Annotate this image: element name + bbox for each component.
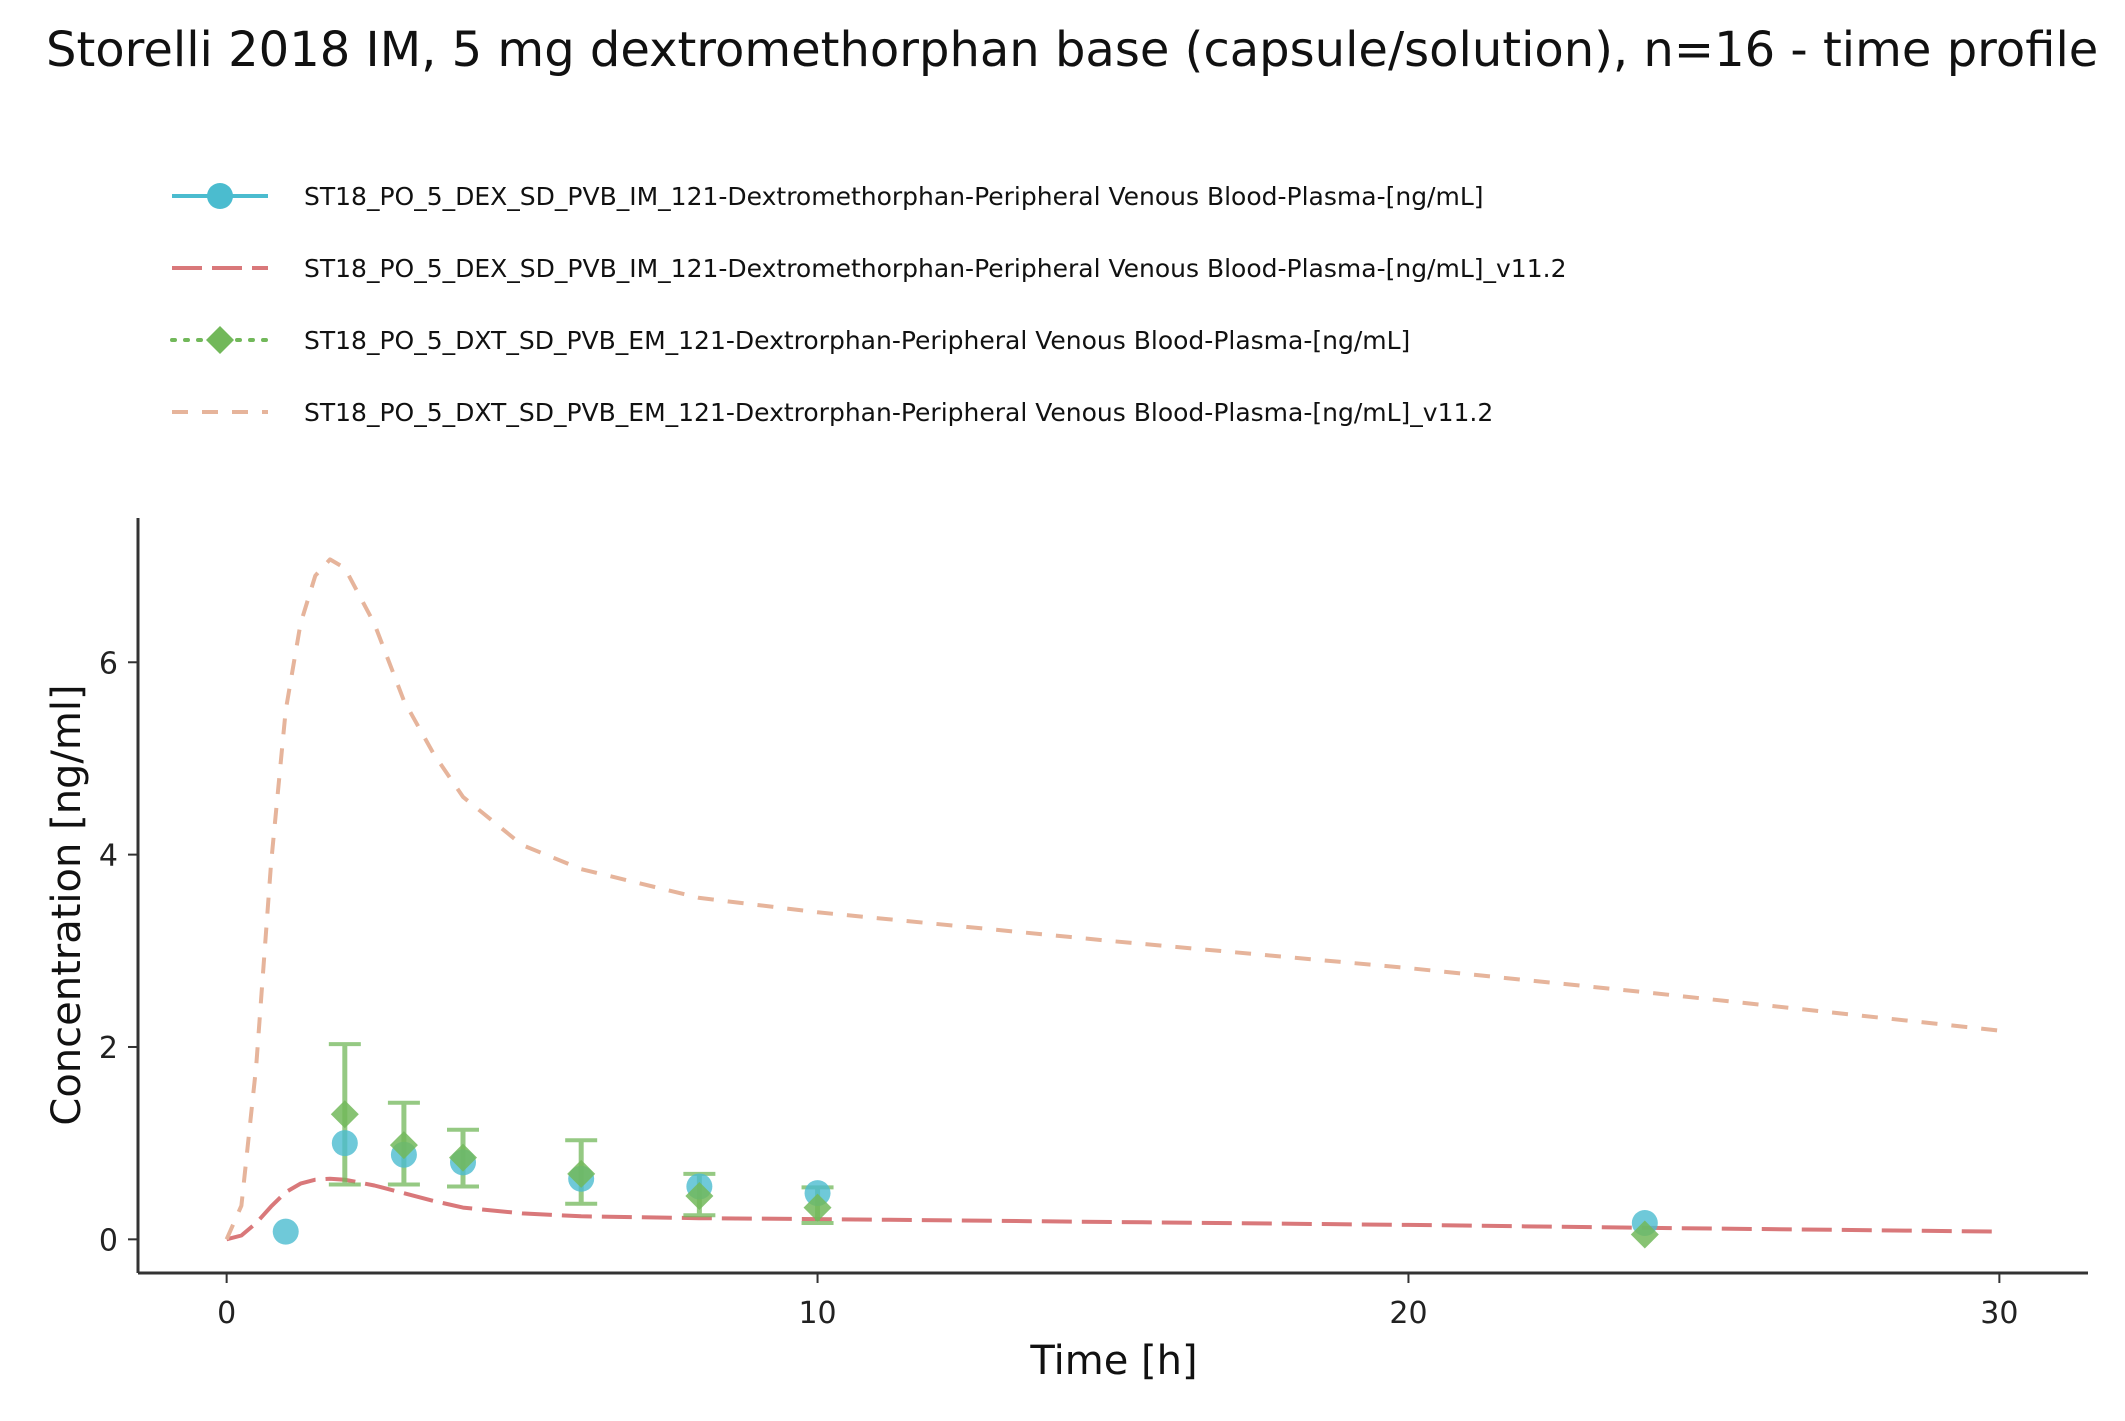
data-point-diamond [389, 1131, 418, 1160]
y-axis-label: Concentration [ng/ml] [44, 684, 90, 1125]
legend-marker-diamond [206, 326, 234, 354]
y-tick-label: 6 [99, 646, 118, 681]
legend-label: ST18_PO_5_DEX_SD_PVB_IM_121-Dextromethor… [304, 182, 1484, 211]
legend-item: ST18_PO_5_DXT_SD_PVB_EM_121-Dextrorphan-… [170, 326, 1410, 355]
data-point-diamond [330, 1100, 359, 1129]
x-tick-label: 30 [1980, 1296, 2018, 1331]
simulated-line-1 [226, 1176, 2000, 1242]
data-point-diamond [685, 1182, 714, 1211]
data-point-diamond [803, 1193, 832, 1222]
x-axis-label: Time [h] [1029, 1338, 1197, 1384]
y-tick-label: 2 [99, 1031, 118, 1066]
x-tick-label: 10 [798, 1296, 836, 1331]
legend-label: ST18_PO_5_DXT_SD_PVB_EM_121-Dextrorphan-… [304, 398, 1493, 427]
y-tick-label: 4 [99, 839, 118, 874]
legend-item: ST18_PO_5_DEX_SD_PVB_IM_121-Dextromethor… [172, 182, 1484, 211]
chart-title: Storelli 2018 IM, 5 mg dextromethorphan … [46, 22, 2098, 78]
legend-item: ST18_PO_5_DEX_SD_PVB_IM_121-Dextromethor… [172, 254, 1566, 283]
legend: ST18_PO_5_DEX_SD_PVB_IM_121-Dextromethor… [170, 182, 1566, 427]
y-tick-label: 0 [99, 1223, 118, 1258]
data-point-diamond [1630, 1220, 1659, 1249]
legend-label: ST18_PO_5_DXT_SD_PVB_EM_121-Dextrorphan-… [304, 326, 1410, 355]
legend-label: ST18_PO_5_DEX_SD_PVB_IM_121-Dextromethor… [304, 254, 1566, 283]
x-tick-label: 20 [1389, 1296, 1427, 1331]
data-point-circle [331, 1130, 358, 1157]
plot-area [224, 557, 2000, 1249]
data-point-circle [272, 1218, 299, 1245]
data-point-diamond [567, 1159, 596, 1188]
data-point-diamond [449, 1143, 477, 1172]
data-point-circle [804, 1180, 831, 1207]
x-tick-label: 0 [217, 1296, 236, 1331]
simulated-line-2 [224, 557, 2000, 1241]
legend-marker-circle [207, 183, 233, 209]
legend-item: ST18_PO_5_DXT_SD_PVB_EM_121-Dextrorphan-… [172, 398, 1493, 427]
axes: 0 10 20 30 0 2 4 6 [99, 518, 2088, 1331]
